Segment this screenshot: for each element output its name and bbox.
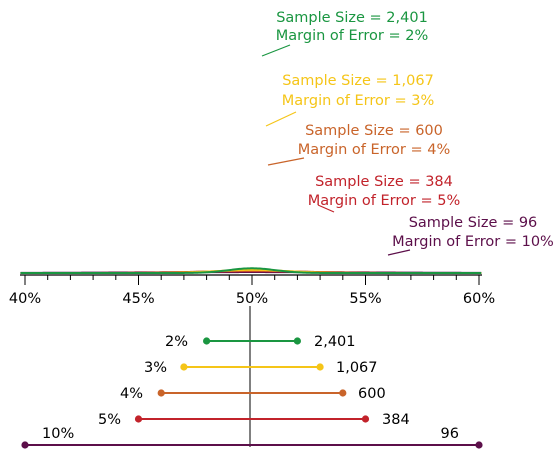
ci-endpoint-right [361,415,370,423]
ci-margin-label: 2% [165,334,188,350]
ci-endpoint-right [293,337,301,345]
distribution-curves [20,267,482,274]
curve-annotations: Sample Size = 2,401 Margin of Error = 2% S… [261,10,554,256]
ci-sample-size-label: 600 [358,386,386,402]
ci-endpoint-left [21,441,29,449]
ci-margin-label: 3% [144,360,167,376]
annotation-sample-size: Sample Size = 384 [315,174,453,190]
ci-sample-size-label: 1,067 [336,360,378,376]
annotation-sample-size: Sample Size = 96 [409,215,538,231]
annotation-margin-of-error: Margin of Error = 10% [392,234,554,250]
annotation-sample-size: Sample Size = 2,401 [276,10,428,26]
ci-sample-size-label: 384 [382,412,410,428]
curve-n-2401 [20,267,482,274]
ci-endpoint-right [339,389,347,397]
x-tick-label: 40% [9,291,41,307]
x-tick-label: 55% [349,291,381,307]
ci-margin-label: 5% [98,412,121,428]
annotation-margin-of-error: Margin of Error = 3% [282,93,434,109]
ci-endpoint-left [180,363,188,371]
ci-endpoint-right [316,363,324,371]
confidence-intervals: 2% 2,401 3% 1,067 4% 600 5% 384 10% 96 [21,334,483,449]
x-axis-ticks: 40% 45% 50% 55% 60% [9,275,495,307]
annotation-margin-of-error: Margin of Error = 2% [276,28,428,44]
ci-margin-label: 4% [120,386,143,402]
x-tick-label: 50% [236,291,268,307]
annotation-sample-size: Sample Size = 1,067 [282,73,434,89]
ci-sample-size-label: 96 [441,426,459,442]
annotation-sample-size: Sample Size = 600 [305,123,443,139]
annotation-leader [265,111,297,127]
annotation-margin-of-error: Margin of Error = 4% [298,142,450,158]
x-tick-label: 45% [122,291,154,307]
ci-endpoint-left [203,337,211,345]
annotation-leader [317,204,335,213]
annotation-margin-of-error: Margin of Error = 5% [308,193,460,209]
annotation-leader [267,157,305,166]
annotation-leader [387,249,411,256]
x-tick-label: 60% [463,291,495,307]
ci-endpoint-left [157,389,165,397]
ci-endpoint-right [475,441,483,449]
annotation-leader [261,44,291,57]
ci-sample-size-label: 2,401 [314,334,356,350]
ci-endpoint-left [134,415,143,423]
ci-margin-label: 10% [42,426,74,442]
